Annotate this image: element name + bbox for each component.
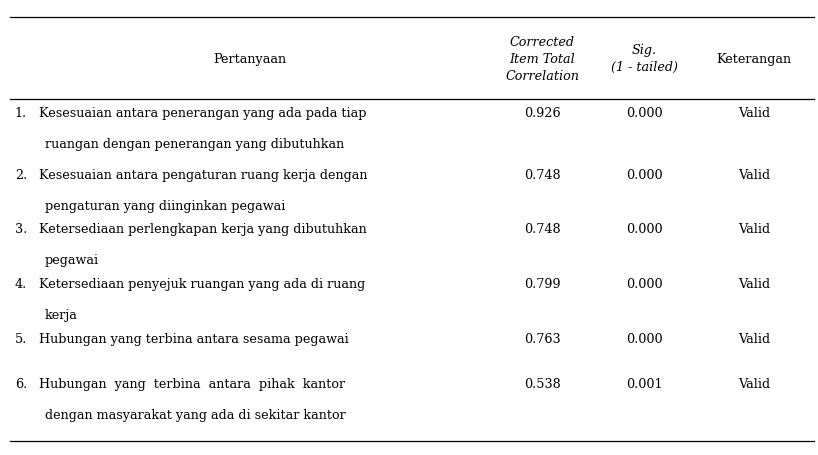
Text: 0.001: 0.001 xyxy=(627,378,663,391)
Text: kerja: kerja xyxy=(45,308,78,322)
Text: 6.: 6. xyxy=(15,378,27,391)
Text: Ketersediaan penyejuk ruangan yang ada di ruang: Ketersediaan penyejuk ruangan yang ada d… xyxy=(39,278,366,291)
Text: 5.: 5. xyxy=(15,332,27,345)
Text: 0.538: 0.538 xyxy=(524,378,560,391)
Text: 0.926: 0.926 xyxy=(524,107,560,120)
Text: 4.: 4. xyxy=(15,278,27,291)
Text: 0.000: 0.000 xyxy=(627,332,663,345)
Text: 0.748: 0.748 xyxy=(524,168,560,182)
Text: Pertanyaan: Pertanyaan xyxy=(213,53,286,66)
Text: pegawai: pegawai xyxy=(45,254,99,267)
Text: 0.799: 0.799 xyxy=(524,278,560,291)
Text: pengaturan yang diinginkan pegawai: pengaturan yang diinginkan pegawai xyxy=(45,199,285,212)
Text: Valid: Valid xyxy=(738,168,770,182)
Text: Valid: Valid xyxy=(738,332,770,345)
Text: 3.: 3. xyxy=(15,223,27,236)
Text: 0.000: 0.000 xyxy=(627,223,663,236)
Text: Valid: Valid xyxy=(738,378,770,391)
Text: Sig.
(1 - tailed): Sig. (1 - tailed) xyxy=(611,44,678,74)
Text: dengan masyarakat yang ada di sekitar kantor: dengan masyarakat yang ada di sekitar ka… xyxy=(45,409,346,422)
Text: 0.000: 0.000 xyxy=(627,107,663,120)
Text: 0.000: 0.000 xyxy=(627,278,663,291)
Text: 0.763: 0.763 xyxy=(524,332,560,345)
Text: 0.748: 0.748 xyxy=(524,223,560,236)
Text: 1.: 1. xyxy=(15,107,27,120)
Text: ruangan dengan penerangan yang dibutuhkan: ruangan dengan penerangan yang dibutuhka… xyxy=(45,138,344,151)
Text: 2.: 2. xyxy=(15,168,27,182)
Text: Kesesuaian antara pengaturan ruang kerja dengan: Kesesuaian antara pengaturan ruang kerja… xyxy=(39,168,368,182)
Text: Corrected
Item Total
Correlation: Corrected Item Total Correlation xyxy=(506,35,579,83)
Text: Valid: Valid xyxy=(738,278,770,291)
Text: Hubungan yang terbina antara sesama pegawai: Hubungan yang terbina antara sesama pega… xyxy=(39,332,349,345)
Text: Hubungan  yang  terbina  antara  pihak  kantor: Hubungan yang terbina antara pihak kanto… xyxy=(39,378,345,391)
Text: Keterangan: Keterangan xyxy=(717,53,791,66)
Text: Valid: Valid xyxy=(738,223,770,236)
Text: Ketersediaan perlengkapan kerja yang dibutuhkan: Ketersediaan perlengkapan kerja yang dib… xyxy=(39,223,367,236)
Text: 0.000: 0.000 xyxy=(627,168,663,182)
Text: Valid: Valid xyxy=(738,107,770,120)
Text: Kesesuaian antara penerangan yang ada pada tiap: Kesesuaian antara penerangan yang ada pa… xyxy=(39,107,366,120)
